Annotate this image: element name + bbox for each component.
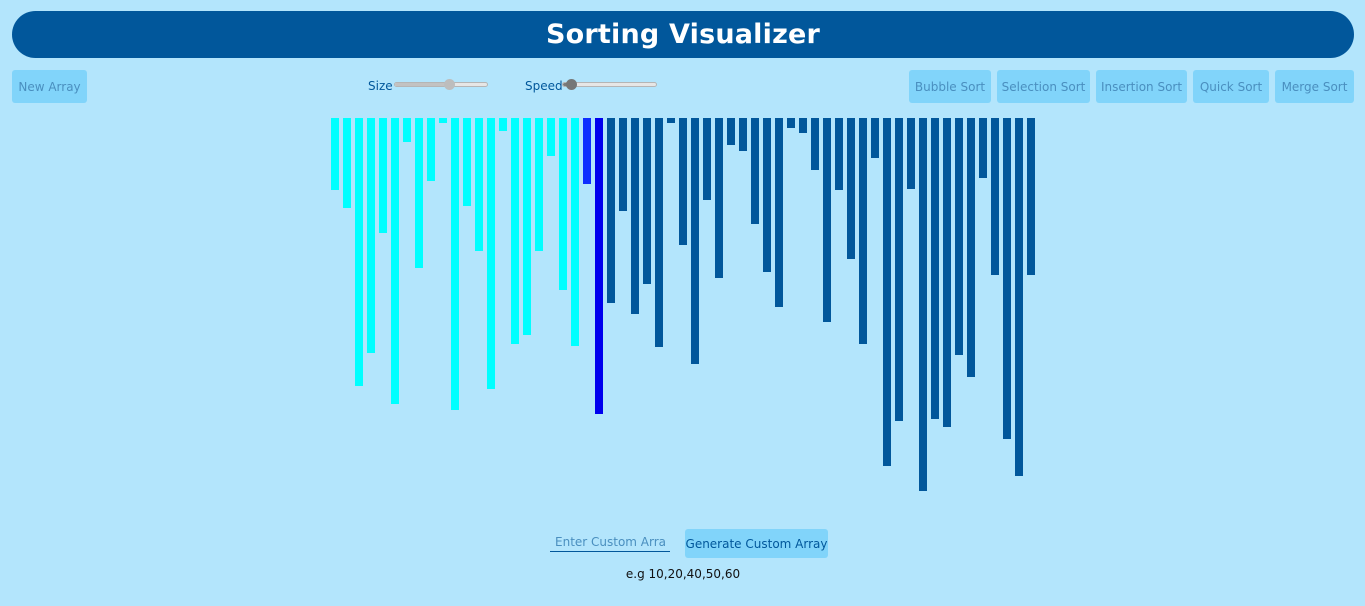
app-header: Sorting Visualizer	[12, 11, 1354, 58]
size-slider-fill	[395, 83, 451, 86]
array-bar	[775, 118, 783, 307]
array-bar	[427, 118, 435, 181]
array-bar	[487, 118, 495, 389]
array-bar	[499, 118, 507, 131]
array-bar	[799, 118, 807, 133]
custom-array-hint: e.g 10,20,40,50,60	[625, 567, 741, 581]
array-bar	[403, 118, 411, 142]
size-slider-thumb[interactable]	[443, 79, 455, 90]
speed-slider-thumb[interactable]	[566, 79, 578, 90]
array-bar	[1003, 118, 1011, 439]
size-label: Size	[368, 79, 393, 93]
array-bar	[1015, 118, 1023, 476]
array-bar	[439, 118, 447, 123]
array-bar	[343, 118, 351, 208]
size-slider[interactable]	[394, 79, 488, 90]
array-bar	[463, 118, 471, 206]
array-bar	[643, 118, 651, 284]
array-bar	[619, 118, 627, 211]
array-bar	[583, 118, 591, 184]
array-bar	[943, 118, 951, 427]
array-bar	[847, 118, 855, 259]
array-bar	[679, 118, 687, 245]
speed-label: Speed	[525, 79, 563, 93]
array-bar	[511, 118, 519, 344]
merge-sort-button[interactable]: Merge Sort	[1275, 70, 1354, 103]
quick-sort-button[interactable]: Quick Sort	[1193, 70, 1269, 103]
array-bar	[787, 118, 795, 128]
speed-slider[interactable]	[562, 79, 657, 90]
array-bar	[667, 118, 675, 123]
array-bar	[691, 118, 699, 364]
insertion-sort-button[interactable]: Insertion Sort	[1096, 70, 1187, 103]
array-bar	[931, 118, 939, 419]
array-bar	[835, 118, 843, 190]
array-bar	[607, 118, 615, 303]
array-bar	[883, 118, 891, 466]
generate-custom-array-button[interactable]: Generate Custom Array	[685, 529, 828, 558]
array-bar	[571, 118, 579, 346]
size-slider-track	[394, 82, 488, 87]
array-bar	[739, 118, 747, 151]
array-bar	[919, 118, 927, 491]
array-bar	[367, 118, 375, 353]
selection-sort-button[interactable]: Selection Sort	[997, 70, 1090, 103]
array-bar	[451, 118, 459, 410]
array-bar	[991, 118, 999, 275]
array-bar	[751, 118, 759, 224]
array-bar	[859, 118, 867, 344]
array-bar	[715, 118, 723, 278]
array-bar	[391, 118, 399, 404]
array-bar	[967, 118, 975, 377]
array-bar	[559, 118, 567, 290]
array-bars-container	[0, 118, 1365, 498]
array-bar	[823, 118, 831, 322]
array-bar	[523, 118, 531, 335]
array-bar	[727, 118, 735, 145]
array-bar	[631, 118, 639, 314]
array-bar	[595, 118, 603, 414]
array-bar	[547, 118, 555, 156]
array-bar	[955, 118, 963, 355]
array-bar	[907, 118, 915, 189]
array-bar	[379, 118, 387, 233]
array-bar	[871, 118, 879, 158]
array-bar	[331, 118, 339, 190]
array-bar	[655, 118, 663, 347]
array-bar	[535, 118, 543, 251]
custom-array-input[interactable]	[550, 532, 670, 552]
array-bar	[475, 118, 483, 251]
array-bar	[811, 118, 819, 170]
array-bar	[703, 118, 711, 200]
array-bar	[895, 118, 903, 421]
new-array-button[interactable]: New Array	[12, 70, 87, 103]
bubble-sort-button[interactable]: Bubble Sort	[909, 70, 991, 103]
array-bar	[763, 118, 771, 272]
array-bar	[979, 118, 987, 178]
array-bar	[415, 118, 423, 268]
array-bar	[355, 118, 363, 386]
array-bar	[1027, 118, 1035, 275]
app-title: Sorting Visualizer	[545, 19, 821, 50]
